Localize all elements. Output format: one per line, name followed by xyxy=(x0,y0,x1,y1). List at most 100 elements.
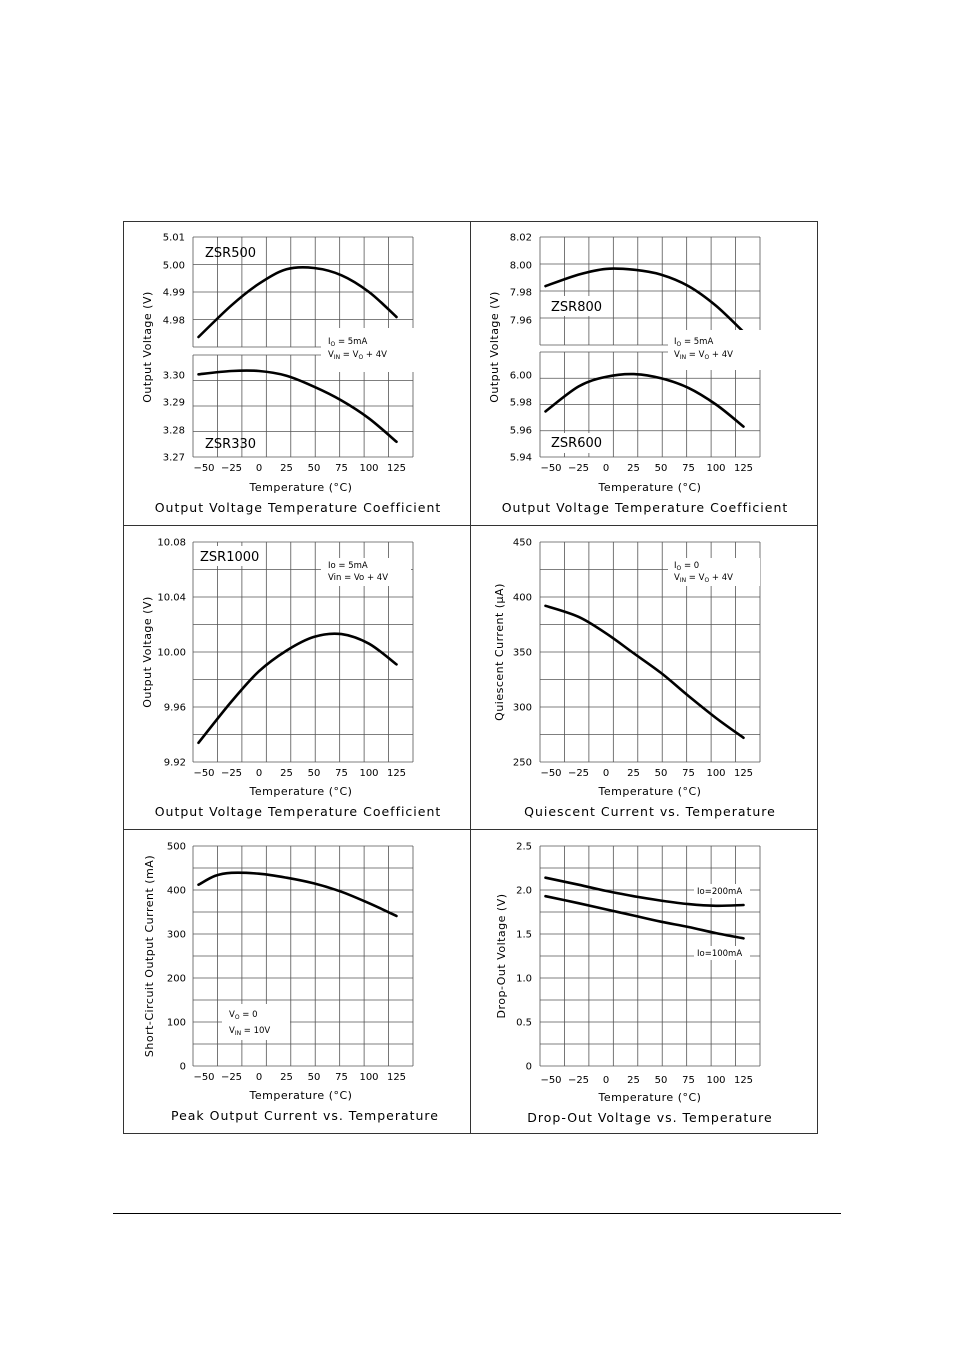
chart-caption: Quiescent Current vs. Temperature xyxy=(524,804,776,819)
x-tick-label: 75 xyxy=(335,463,348,474)
y-tick-label: 10.00 xyxy=(157,648,186,659)
x-tick-label: 100 xyxy=(706,768,725,779)
x-tick-label: −50 xyxy=(540,463,561,474)
x-tick-label: 75 xyxy=(682,463,695,474)
x-axis-label: Temperature (°C) xyxy=(598,481,702,494)
y-tick-label: 250 xyxy=(513,758,532,769)
x-tick-label: 125 xyxy=(734,768,753,779)
x-tick-label: 125 xyxy=(387,768,406,779)
series-line-zsr500 xyxy=(197,265,398,339)
series-line-short-circuit-current xyxy=(197,871,398,918)
x-tick-label: 50 xyxy=(308,768,321,779)
y-tick-labels: 500 400 300 200 100 0 xyxy=(167,842,186,1073)
y-tick-labels: 450 400 350 300 250 xyxy=(513,538,532,769)
x-tick-label: 100 xyxy=(359,768,378,779)
note-vo: VO = 0 xyxy=(229,1010,258,1021)
x-tick-label: −50 xyxy=(193,768,214,779)
x-tick-label: −25 xyxy=(568,463,589,474)
y-tick-labels-upper: 8.02 8.00 7.98 7.96 xyxy=(510,233,532,327)
y-axis-label: Drop-Out Voltage (V) xyxy=(495,893,508,1018)
x-axis-label: Temperature (°C) xyxy=(249,481,353,494)
y-tick-label: 2.0 xyxy=(516,886,532,897)
y-tick-label: 1.0 xyxy=(516,974,532,985)
x-tick-label: 0 xyxy=(256,768,262,779)
x-tick-label: −25 xyxy=(568,768,589,779)
note-io: IO = 5mA xyxy=(328,337,367,348)
note-io: IO = 0 xyxy=(674,561,699,572)
x-tick-label: −25 xyxy=(221,768,242,779)
x-tick-labels: −50 −25 0 25 50 75 100 125 xyxy=(193,463,406,474)
device-label-zsr330: ZSR330 xyxy=(205,437,256,452)
x-tick-label: 50 xyxy=(655,768,668,779)
y-tick-label: 3.27 xyxy=(163,453,185,464)
y-tick-label: 5.98 xyxy=(510,398,532,409)
note-vin: VIN = 10V xyxy=(229,1026,270,1037)
x-tick-label: 25 xyxy=(280,1072,293,1083)
y-tick-label: 2.5 xyxy=(516,842,532,853)
y-tick-label: 5.96 xyxy=(510,426,532,437)
y-tick-label: 200 xyxy=(167,974,186,985)
x-tick-label: −50 xyxy=(540,1075,561,1086)
x-tick-label: 25 xyxy=(280,463,293,474)
x-tick-label: 0 xyxy=(256,1072,262,1083)
y-tick-label: 9.92 xyxy=(164,758,186,769)
x-tick-label: 100 xyxy=(706,1075,725,1086)
x-tick-label: −50 xyxy=(540,768,561,779)
y-tick-label: 300 xyxy=(167,930,186,941)
y-tick-label: 100 xyxy=(167,1018,186,1029)
y-tick-label: 1.5 xyxy=(516,930,532,941)
chart-dropout-voltage: Io=200mA Io=100mA 2.5 2.0 1.5 1.0 0.5 0 −50 −2… xyxy=(495,842,772,1126)
series-line-io-100ma xyxy=(544,894,745,940)
notes-box xyxy=(321,328,415,372)
plot-zsr800 xyxy=(539,236,761,346)
x-tick-label: 25 xyxy=(627,463,640,474)
chart-zsr500-zsr330: IO = 5mA VIN = VO + 4V ZSR500 ZSR330 5.0… xyxy=(141,233,440,516)
series-line-zsr330 xyxy=(197,369,398,444)
chart-zsr800-zsr600: IO = 5mA VIN = VO + 4V ZSR800 ZSR600 8.0… xyxy=(488,233,789,516)
y-tick-label: 8.02 xyxy=(510,233,532,244)
device-label-zsr800: ZSR800 xyxy=(551,300,602,315)
chart-caption: Drop-Out Voltage vs. Temperature xyxy=(527,1110,772,1125)
y-tick-label: 0.5 xyxy=(516,1018,532,1029)
x-axis-label: Temperature (°C) xyxy=(598,785,702,798)
y-axis-label: Output Voltage (V) xyxy=(141,291,154,403)
y-tick-label: 7.96 xyxy=(510,316,532,327)
series-line-io-200ma xyxy=(544,876,745,908)
note-io: Io = 5mA xyxy=(328,561,368,571)
y-tick-labels-upper: 5.01 5.00 4.99 4.98 xyxy=(163,233,185,327)
y-tick-label: 5.94 xyxy=(510,453,532,464)
x-tick-label: 75 xyxy=(335,768,348,779)
x-tick-label: 0 xyxy=(603,463,609,474)
y-axis-label: Output Voltage (V) xyxy=(488,291,501,403)
y-tick-label: 4.99 xyxy=(163,288,185,299)
chart-caption: Output Voltage Temperature Coefficient xyxy=(502,500,789,515)
y-tick-label: 3.29 xyxy=(163,398,185,409)
series-label-100ma: Io=100mA xyxy=(697,949,742,959)
x-tick-label: 75 xyxy=(682,768,695,779)
notes-box xyxy=(668,330,762,370)
x-tick-label: 100 xyxy=(706,463,725,474)
plot-peak-current xyxy=(192,845,414,1067)
y-tick-label: 300 xyxy=(513,703,532,714)
y-axis-label: Quiescent Current (μA) xyxy=(493,583,506,721)
x-tick-label: 100 xyxy=(359,463,378,474)
notes-box xyxy=(321,558,411,586)
y-tick-label: 3.30 xyxy=(163,371,185,382)
x-tick-label: 75 xyxy=(335,1072,348,1083)
x-tick-labels: −50 −25 0 25 50 75 100 125 xyxy=(193,768,406,779)
y-axis-label: Output Voltage (V) xyxy=(141,596,154,708)
y-tick-label: 450 xyxy=(513,538,532,549)
y-tick-label: 6.00 xyxy=(510,371,532,382)
x-tick-label: 50 xyxy=(655,463,668,474)
x-tick-label: 100 xyxy=(359,1072,378,1083)
x-tick-labels: −50 −25 0 25 50 75 100 125 xyxy=(540,768,753,779)
note-vin: Vin = Vo + 4V xyxy=(328,573,388,583)
x-tick-label: 50 xyxy=(308,1072,321,1083)
note-io: IO = 5mA xyxy=(674,337,713,348)
x-tick-label: −25 xyxy=(568,1075,589,1086)
series-line-zsr800 xyxy=(544,267,745,334)
plot-zsr330 xyxy=(192,354,414,458)
x-tick-label: 125 xyxy=(387,463,406,474)
